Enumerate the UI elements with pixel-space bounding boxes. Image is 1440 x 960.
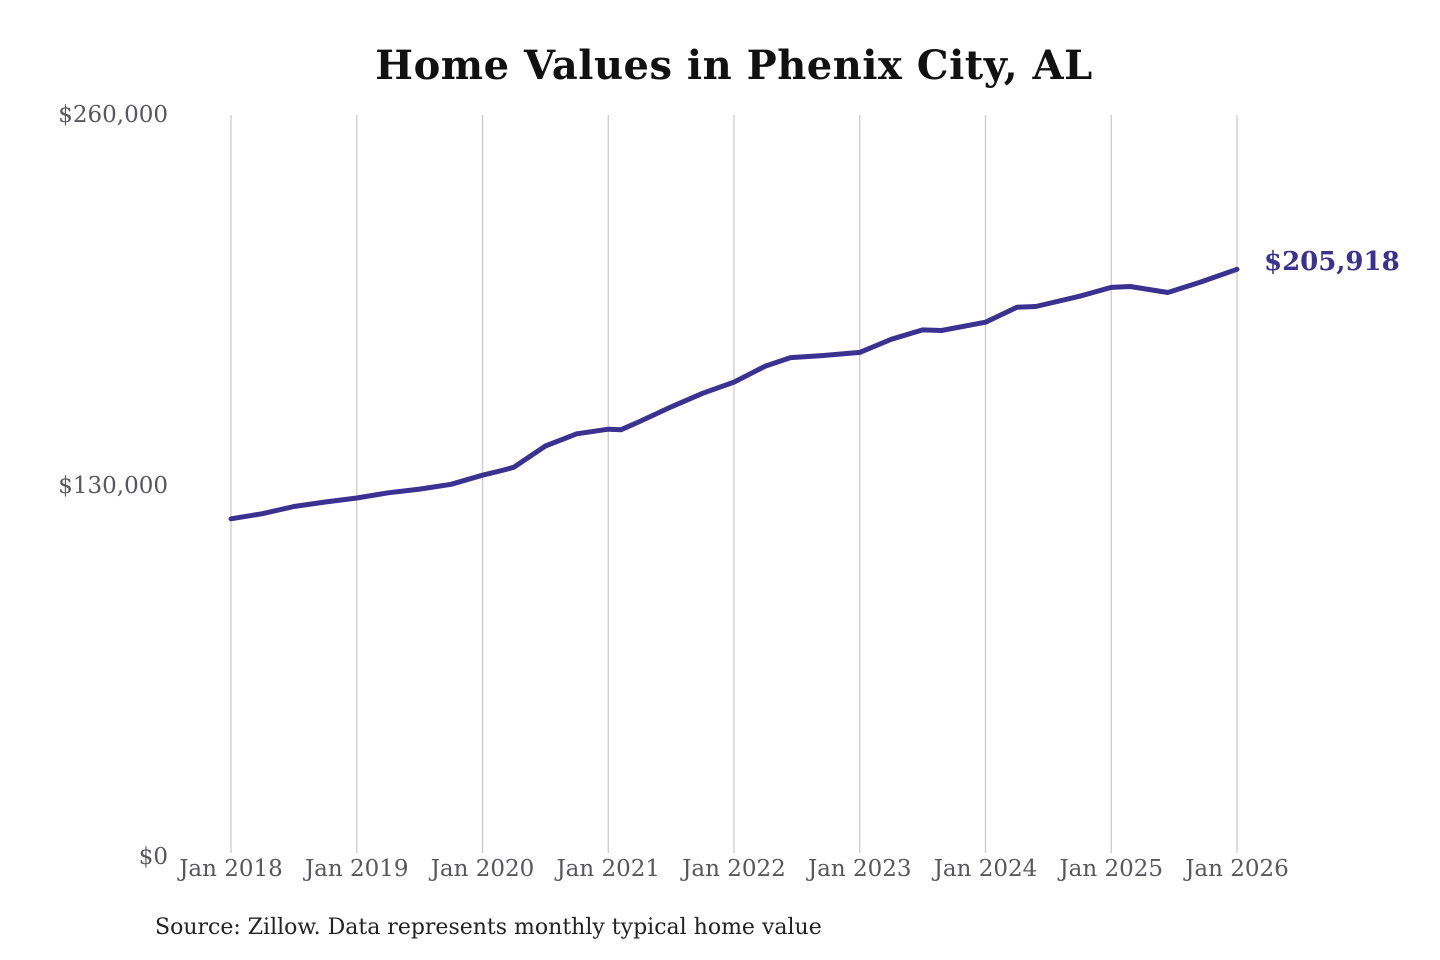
- source-note: Source: Zillow. Data represents monthly …: [155, 915, 822, 940]
- x-tick-label: Jan 2021: [556, 856, 661, 882]
- x-tick-label: Jan 2020: [430, 856, 535, 882]
- y-tick-label: $0: [138, 844, 168, 870]
- y-tick-label: $130,000: [58, 473, 168, 499]
- x-tick-label: Jan 2018: [179, 856, 283, 882]
- x-tick-label: Jan 2026: [1185, 856, 1289, 882]
- latest-value-label: $205,918: [1264, 247, 1400, 277]
- chart-title: Home Values in Phenix City, AL: [375, 42, 1093, 89]
- y-tick-label: $260,000: [58, 102, 168, 128]
- gridlines: [230, 115, 1238, 853]
- home-value-line: [228, 266, 1240, 522]
- x-tick-label: Jan 2025: [1059, 856, 1164, 882]
- x-tick-label: Jan 2019: [304, 856, 409, 882]
- x-tick-label: Jan 2022: [682, 856, 786, 882]
- x-tick-label: Jan 2024: [933, 856, 1038, 882]
- x-tick-label: Jan 2023: [807, 856, 912, 882]
